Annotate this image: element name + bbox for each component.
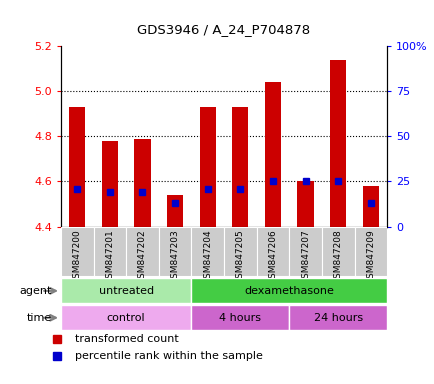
Bar xyxy=(69,107,85,227)
Text: GSM847201: GSM847201 xyxy=(105,229,114,284)
Bar xyxy=(256,227,289,276)
Text: GSM847206: GSM847206 xyxy=(268,229,277,284)
Bar xyxy=(191,227,224,276)
Bar xyxy=(297,182,313,227)
Bar xyxy=(321,227,354,276)
Text: dexamethasone: dexamethasone xyxy=(244,286,333,296)
Bar xyxy=(61,227,93,276)
Text: GSM847209: GSM847209 xyxy=(365,229,375,284)
Bar xyxy=(354,227,386,276)
Bar xyxy=(167,195,183,227)
Bar xyxy=(289,305,386,330)
Bar xyxy=(329,60,345,227)
Text: GSM847205: GSM847205 xyxy=(235,229,244,284)
Bar xyxy=(158,227,191,276)
Text: percentile rank within the sample: percentile rank within the sample xyxy=(74,351,262,361)
Text: GSM847200: GSM847200 xyxy=(72,229,82,284)
Bar xyxy=(264,82,280,227)
Text: GSM847208: GSM847208 xyxy=(333,229,342,284)
Bar xyxy=(199,107,215,227)
Bar xyxy=(61,305,191,330)
Text: time: time xyxy=(27,313,52,323)
Bar xyxy=(191,278,386,303)
Bar xyxy=(102,141,118,227)
Text: GSM847207: GSM847207 xyxy=(300,229,309,284)
Bar xyxy=(362,186,378,227)
Text: transformed count: transformed count xyxy=(74,334,178,344)
Text: GDS3946 / A_24_P704878: GDS3946 / A_24_P704878 xyxy=(137,23,310,36)
Bar xyxy=(134,139,150,227)
Text: GSM847202: GSM847202 xyxy=(138,229,147,284)
Bar xyxy=(289,227,321,276)
Text: GSM847203: GSM847203 xyxy=(170,229,179,284)
Bar xyxy=(93,227,126,276)
Text: agent: agent xyxy=(20,286,52,296)
Text: untreated: untreated xyxy=(99,286,153,296)
Bar xyxy=(61,278,191,303)
Text: control: control xyxy=(107,313,145,323)
Text: GSM847204: GSM847204 xyxy=(203,229,212,284)
Bar xyxy=(191,305,289,330)
Bar xyxy=(224,227,256,276)
Bar xyxy=(126,227,158,276)
Text: 4 hours: 4 hours xyxy=(219,313,261,323)
Bar xyxy=(232,107,248,227)
Text: 24 hours: 24 hours xyxy=(313,313,362,323)
